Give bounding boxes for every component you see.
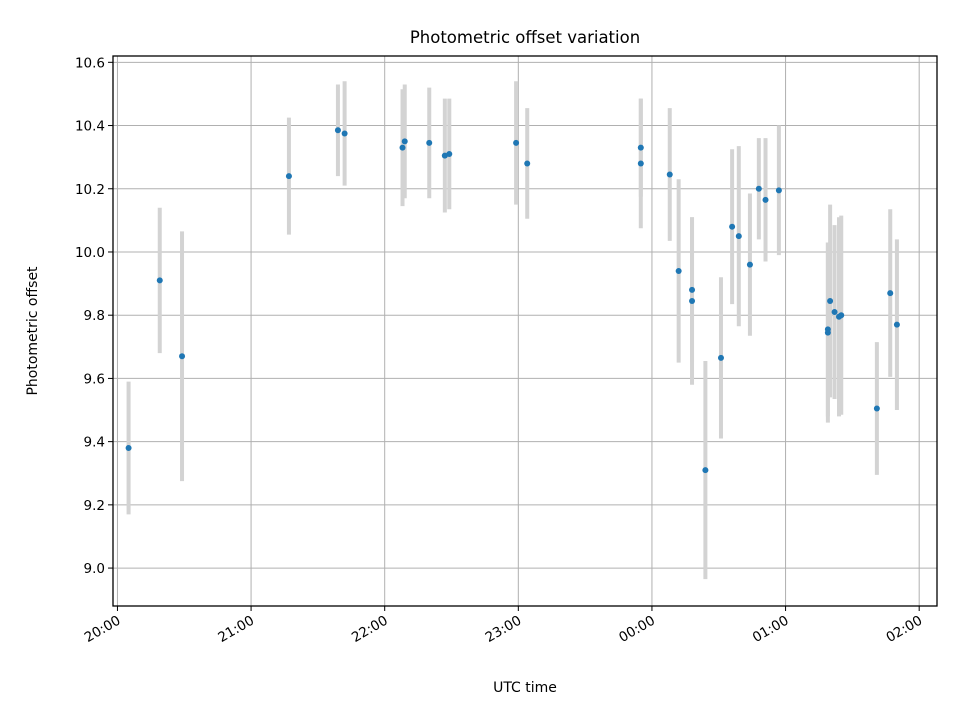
data-point xyxy=(702,467,709,474)
data-point xyxy=(179,353,186,360)
data-point xyxy=(717,354,724,361)
data-point xyxy=(775,187,782,194)
data-point xyxy=(401,138,408,145)
data-point xyxy=(637,144,644,151)
data-point xyxy=(755,185,762,192)
x-tick-label: 23:00 xyxy=(483,613,525,646)
y-tick-label: 9.8 xyxy=(84,308,105,324)
data-point xyxy=(399,144,406,151)
data-point xyxy=(887,290,894,297)
y-tick-label: 9.2 xyxy=(84,498,105,514)
data-point xyxy=(513,139,520,146)
x-tick-label: 21:00 xyxy=(215,613,257,646)
data-point xyxy=(838,312,845,319)
data-point xyxy=(156,277,163,284)
data-point xyxy=(334,127,341,134)
grid-lines xyxy=(113,56,937,606)
data-point xyxy=(689,297,696,304)
data-point xyxy=(762,196,769,203)
data-point xyxy=(827,297,834,304)
data-point xyxy=(341,130,348,137)
data-point xyxy=(729,223,736,230)
x-axis-label: UTC time xyxy=(493,680,557,696)
axis-ticks: 20:00 21:00 22:00 23:00 00:00 01:00 02:00 9.0 9.… xyxy=(75,55,925,646)
data-point xyxy=(689,286,696,293)
y-tick-label: 10.6 xyxy=(75,55,105,71)
data-point xyxy=(831,309,838,316)
data-point xyxy=(873,405,880,412)
data-point xyxy=(675,267,682,274)
data-points xyxy=(125,127,900,474)
x-tick-label: 20:00 xyxy=(82,613,124,646)
data-point xyxy=(125,444,132,451)
x-tick-label: 01:00 xyxy=(750,613,792,646)
x-tick-label: 22:00 xyxy=(349,613,391,646)
y-axis-label: Photometric offset xyxy=(25,266,41,396)
y-tick-label: 10.0 xyxy=(75,245,105,261)
data-point xyxy=(735,233,742,240)
data-point xyxy=(824,326,831,333)
y-tick-label: 10.4 xyxy=(75,119,105,135)
data-point xyxy=(524,160,531,167)
data-point xyxy=(446,150,453,157)
data-point xyxy=(285,173,292,180)
y-tick-label: 9.4 xyxy=(84,435,105,451)
y-tick-label: 10.2 xyxy=(75,182,105,198)
data-point xyxy=(746,261,753,268)
y-tick-label: 9.6 xyxy=(84,371,105,387)
x-tick-label: 02:00 xyxy=(883,613,925,646)
data-point xyxy=(426,139,433,146)
chart-title: Photometric offset variation xyxy=(410,28,640,47)
data-point xyxy=(666,171,673,178)
plot-area-frame xyxy=(112,55,938,607)
x-tick-label: 00:00 xyxy=(616,613,658,646)
data-point xyxy=(637,160,644,167)
y-tick-label: 9.0 xyxy=(84,561,105,577)
data-point xyxy=(893,321,900,328)
